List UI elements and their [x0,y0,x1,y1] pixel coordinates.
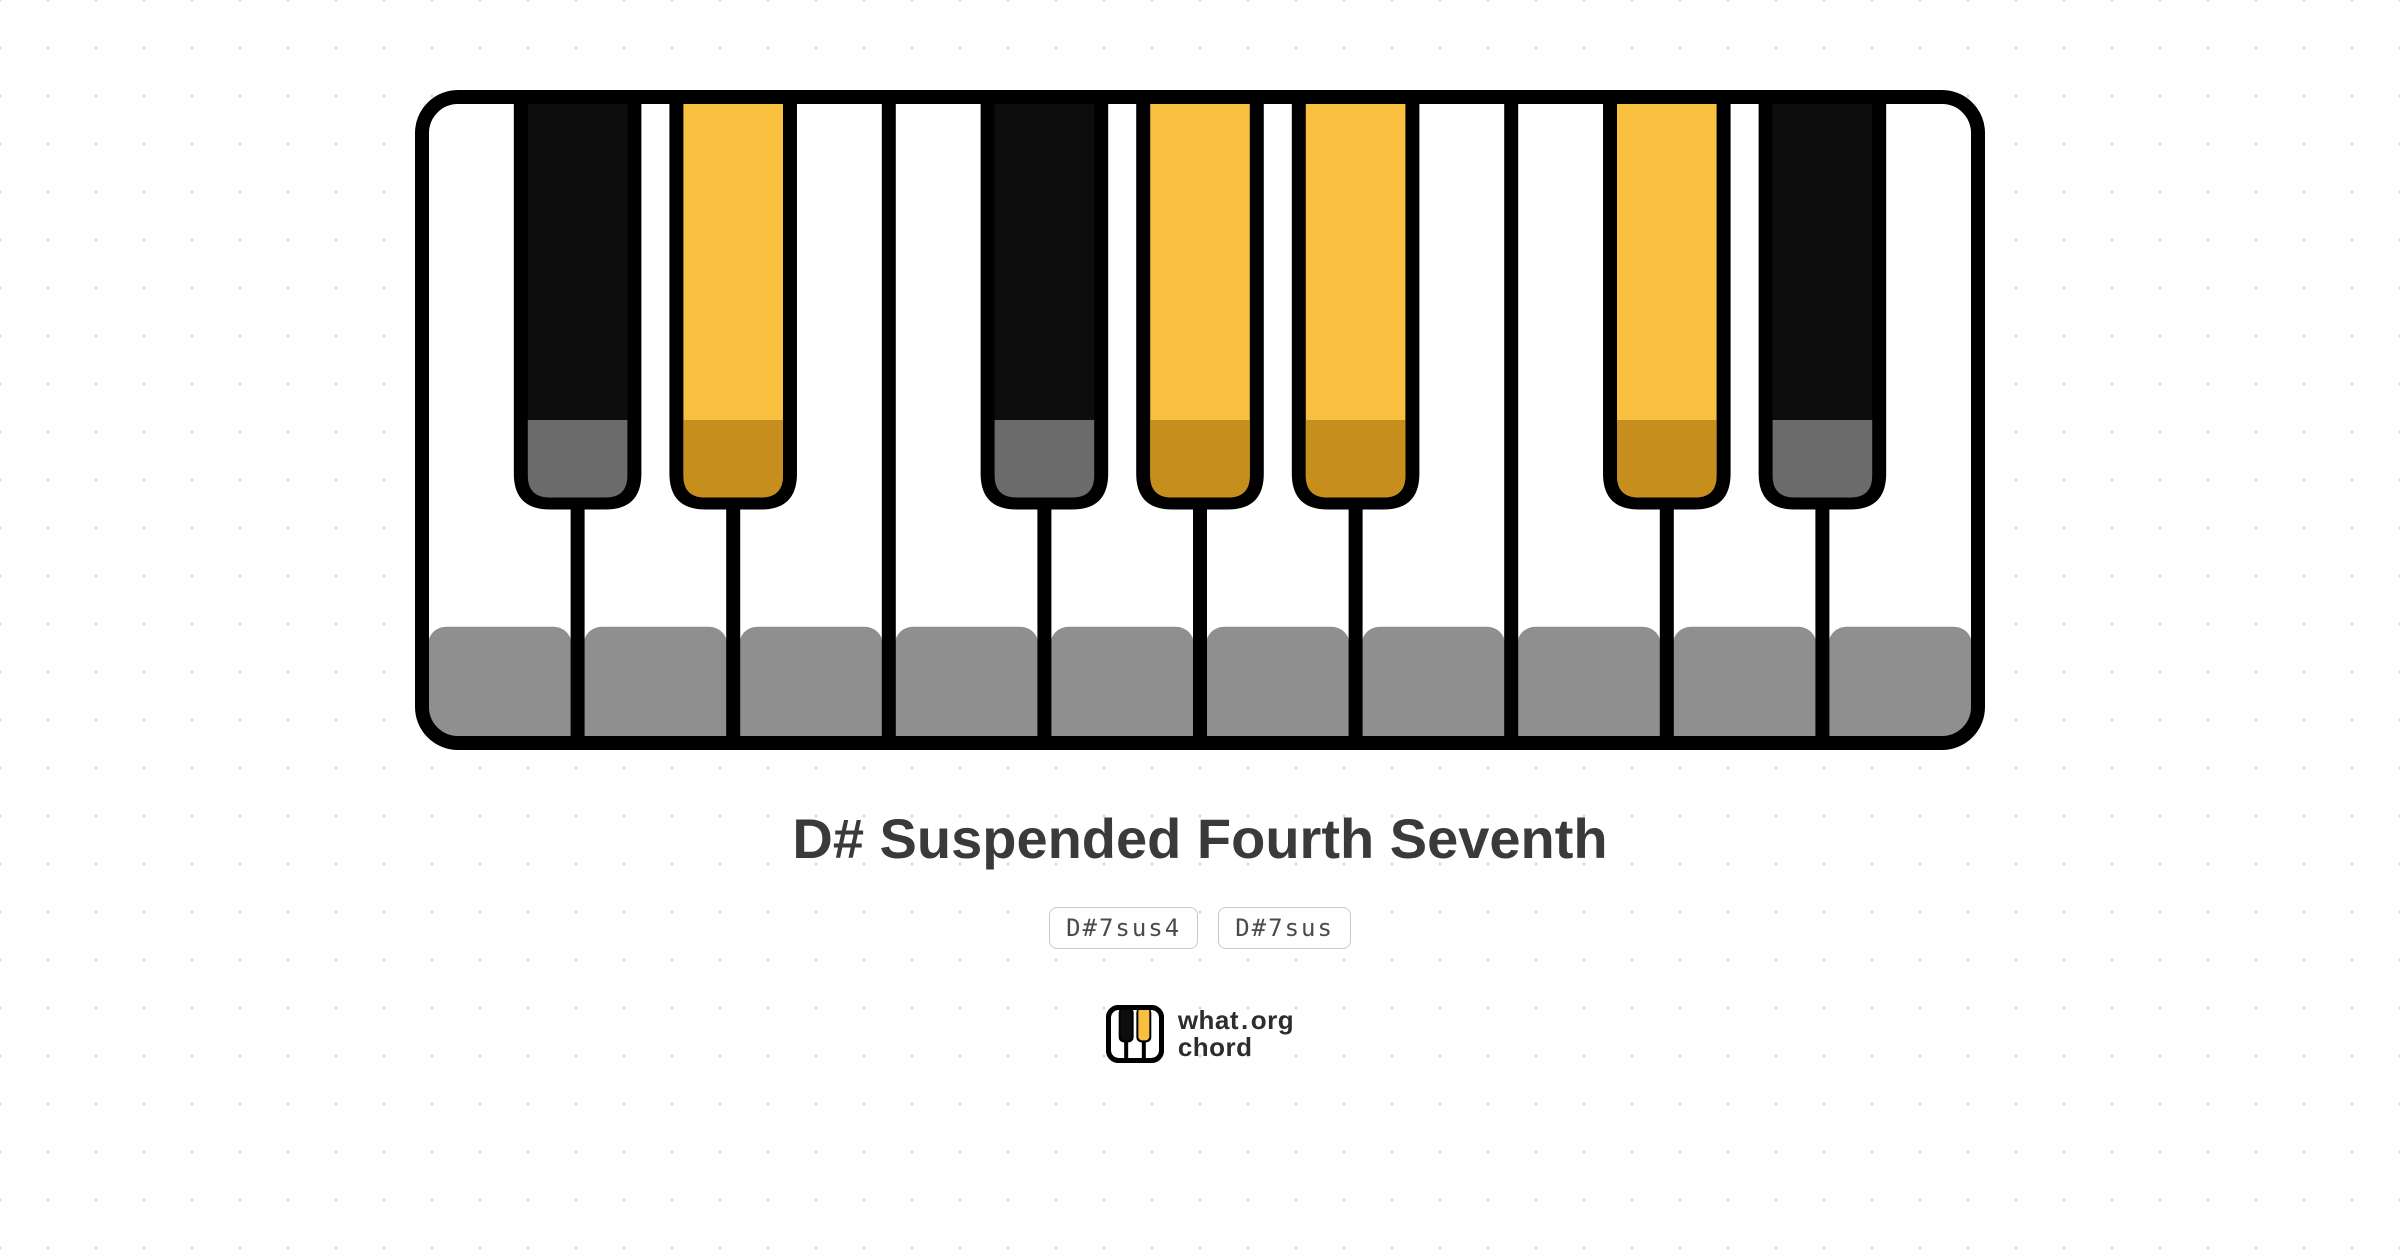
chord-symbol-badges: D#7sus4 D#7sus [1049,907,1351,949]
piano-keyboard [415,90,1985,750]
brand-text: what . org chord [1178,1007,1294,1062]
brand-logo-icon [1106,1005,1164,1063]
brand-dot: . [1241,1007,1249,1034]
brand-line2: chord [1178,1034,1294,1061]
chord-symbol-badge: D#7sus [1218,907,1351,949]
brand: what . org chord [1106,1005,1294,1063]
chord-title: D# Suspended Fourth Seventh [792,806,1607,871]
chord-symbol-badge: D#7sus4 [1049,907,1198,949]
brand-line1-right: org [1251,1007,1294,1034]
brand-line1-left: what [1178,1007,1239,1034]
